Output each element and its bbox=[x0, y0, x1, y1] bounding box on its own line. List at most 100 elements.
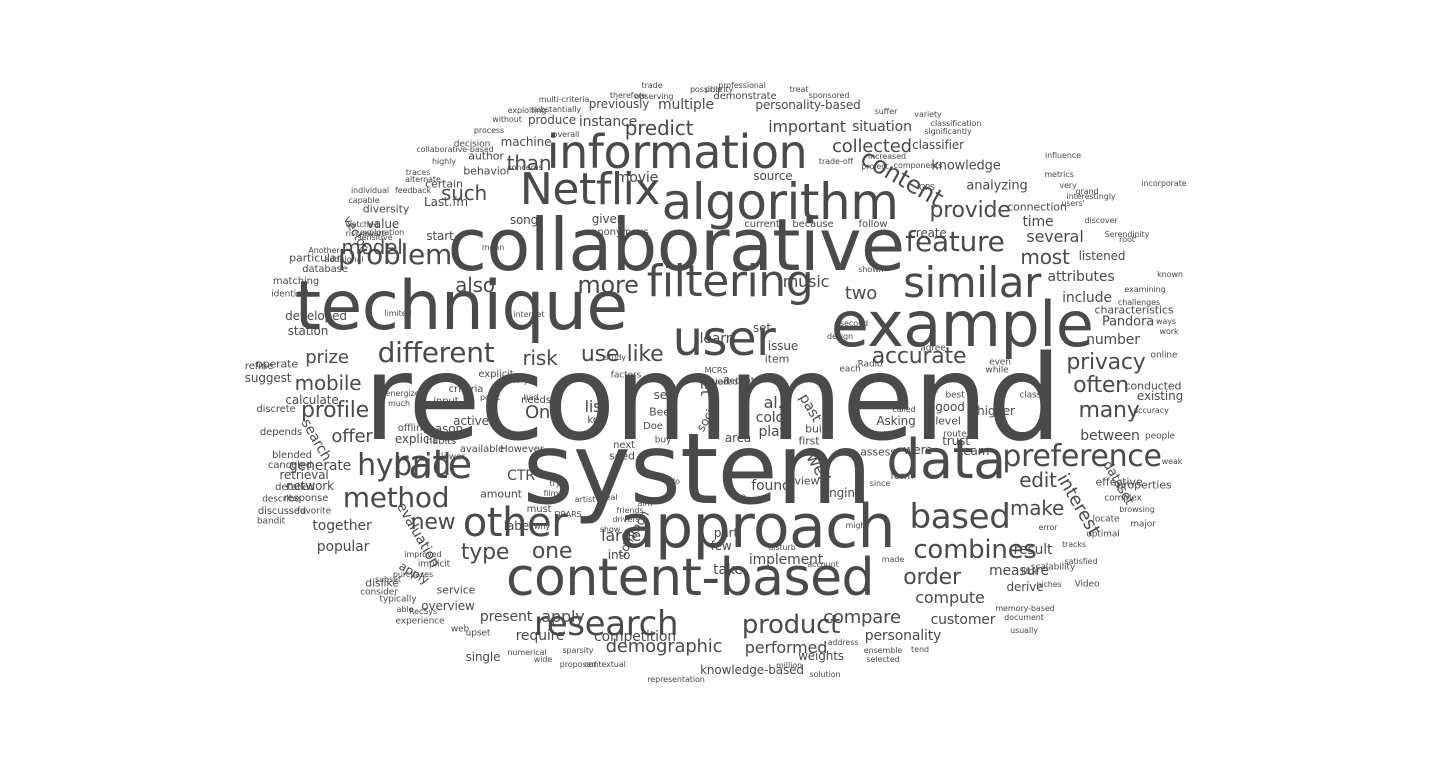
word-cloud-word: make bbox=[1009, 496, 1065, 520]
word-cloud-word: label bbox=[503, 519, 533, 533]
word-cloud-word: interestingly bbox=[1066, 192, 1116, 201]
word-cloud-word: single bbox=[465, 650, 501, 664]
word-cloud-word: capable bbox=[348, 196, 380, 205]
word-cloud-word: route bbox=[943, 429, 967, 440]
word-cloud-word: million bbox=[775, 661, 803, 670]
word-cloud-word: even bbox=[989, 357, 1011, 368]
word-cloud-word: representation bbox=[647, 675, 705, 684]
word-cloud-word: challenges bbox=[1117, 298, 1161, 307]
word-cloud-word: order bbox=[903, 565, 961, 590]
word-cloud-word: start bbox=[426, 229, 454, 243]
word-cloud-word: point bbox=[479, 393, 501, 402]
word-cloud-word: drivers bbox=[612, 515, 640, 524]
word-cloud-word: dislike bbox=[365, 576, 399, 590]
word-cloud-word: grand bbox=[1075, 187, 1099, 196]
word-cloud-word: weights bbox=[798, 649, 844, 663]
word-cloud-word: collected bbox=[832, 136, 912, 157]
word-cloud-word: traces bbox=[405, 168, 431, 177]
word-cloud-word: canceled bbox=[267, 460, 313, 471]
word-cloud-word: factors bbox=[610, 370, 642, 381]
word-cloud-word: provide bbox=[929, 198, 1011, 223]
word-cloud-word: real bbox=[602, 493, 618, 502]
word-cloud-word: two bbox=[844, 283, 878, 304]
word-cloud-word: online bbox=[1150, 350, 1178, 361]
word-cloud-word: profile bbox=[301, 398, 369, 423]
word-cloud-word: wide bbox=[533, 655, 553, 664]
word-cloud-word: good bbox=[935, 400, 965, 414]
word-cloud-word: discussed bbox=[257, 506, 307, 517]
word-cloud-word: limited bbox=[384, 309, 412, 318]
word-cloud-word: first bbox=[798, 434, 820, 448]
word-cloud-word: instance bbox=[578, 114, 638, 130]
word-cloud-word: content-based bbox=[505, 548, 875, 608]
word-cloud-word: competition bbox=[593, 629, 677, 645]
word-cloud-word: offline bbox=[397, 423, 429, 434]
word-cloud-word: collaborative bbox=[447, 203, 905, 287]
word-cloud-word: suggest bbox=[244, 371, 292, 385]
word-cloud-word: best bbox=[945, 390, 965, 401]
word-cloud-word: knowledge bbox=[931, 158, 1001, 174]
word-cloud-word: offer bbox=[331, 426, 373, 447]
word-cloud-word: more bbox=[577, 271, 639, 299]
word-cloud-word: solution bbox=[809, 670, 841, 679]
word-cloud-word: typically bbox=[379, 594, 417, 605]
word-cloud-word: agree bbox=[920, 343, 946, 354]
word-cloud-word: address bbox=[827, 638, 859, 647]
word-cloud-word: describe bbox=[262, 494, 300, 505]
word-cloud-word: particular bbox=[289, 251, 341, 265]
word-cloud-word: niches bbox=[1036, 580, 1062, 589]
word-cloud-word: i.e bbox=[736, 492, 746, 501]
word-cloud-word: might bbox=[845, 521, 869, 530]
word-cloud-word: feedback bbox=[394, 186, 432, 195]
word-cloud-word: overview bbox=[421, 599, 475, 613]
word-cloud-word: example bbox=[830, 288, 1094, 361]
word-cloud-word: tend bbox=[911, 645, 929, 654]
word-cloud-word: increased bbox=[867, 152, 907, 161]
word-cloud-word: source bbox=[753, 169, 793, 183]
word-cloud-word: one bbox=[531, 539, 573, 564]
word-cloud-word: previously bbox=[588, 97, 650, 111]
word-cloud-word: trade bbox=[641, 81, 663, 90]
word-cloud-word: significantly bbox=[924, 127, 972, 136]
word-cloud-word: also bbox=[455, 273, 495, 297]
word-cloud-word: because bbox=[792, 219, 834, 230]
word-cloud-word: why bbox=[533, 522, 551, 531]
word-cloud-word: Last.fm bbox=[424, 195, 468, 209]
word-cloud-word: However bbox=[500, 444, 544, 455]
word-cloud-word: between bbox=[1080, 428, 1140, 444]
word-cloud-word: situation bbox=[852, 119, 912, 135]
word-cloud-word: lower bbox=[440, 452, 466, 463]
word-cloud-word: project bbox=[861, 162, 889, 171]
word-cloud-word: view bbox=[794, 474, 820, 488]
word-cloud-word: discover bbox=[1084, 216, 1118, 225]
word-cloud-word: shown bbox=[858, 265, 884, 274]
word-cloud-word: favorite bbox=[296, 506, 332, 517]
word-cloud-word: knowledge-based bbox=[700, 663, 804, 677]
word-cloud-word: needs bbox=[521, 395, 551, 406]
word-cloud-word: present bbox=[479, 609, 533, 625]
word-cloud-word: little bbox=[1021, 567, 1039, 576]
word-cloud-word: alternate bbox=[405, 175, 441, 184]
word-cloud-word: large bbox=[601, 526, 641, 545]
word-cloud-word: additional bbox=[324, 255, 364, 264]
word-cloud-word: buy bbox=[654, 435, 672, 446]
word-cloud-word: into bbox=[607, 548, 631, 562]
word-cloud-word: design bbox=[826, 332, 854, 341]
word-cloud-word: time bbox=[1022, 214, 1054, 230]
word-cloud-word: retrieval bbox=[279, 468, 329, 482]
word-cloud-word: contextual bbox=[584, 660, 626, 669]
word-cloud-word: calculate bbox=[285, 393, 339, 407]
word-cloud-word: blended bbox=[272, 450, 312, 461]
word-cloud-word: next bbox=[613, 440, 635, 451]
word-cloud-word: Recent bbox=[723, 376, 755, 387]
word-cloud-word: browsing bbox=[1119, 505, 1155, 514]
word-cloud-word: based bbox=[909, 497, 1011, 537]
word-cloud-word: incorporate bbox=[1141, 179, 1187, 188]
word-cloud-word: movie bbox=[615, 170, 659, 186]
word-cloud-word: input bbox=[433, 396, 459, 407]
word-cloud-word: anonymous bbox=[591, 227, 649, 238]
word-cloud-word: known bbox=[1157, 270, 1183, 279]
word-cloud-word: al. bbox=[763, 393, 783, 412]
word-cloud-word: watched bbox=[345, 220, 379, 229]
